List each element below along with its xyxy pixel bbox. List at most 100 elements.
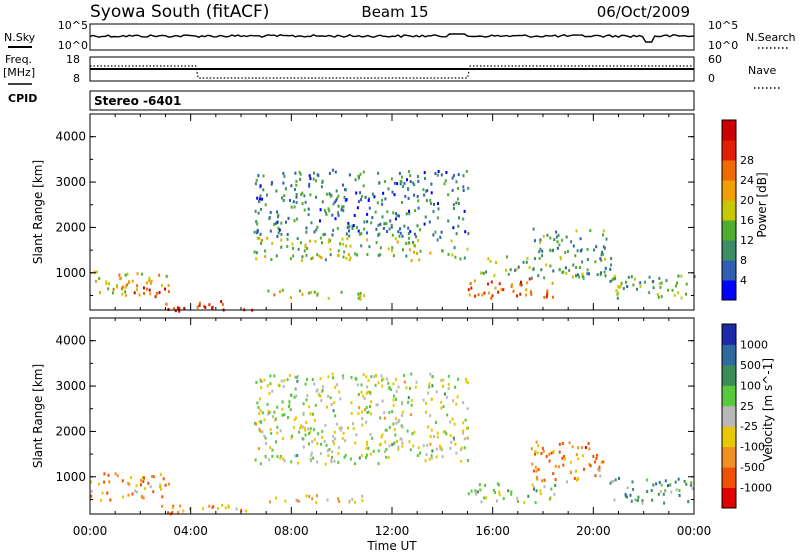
data-pixel bbox=[589, 229, 592, 232]
data-pixel bbox=[280, 232, 283, 236]
data-pixel bbox=[312, 428, 315, 432]
data-pixel bbox=[451, 253, 454, 257]
data-pixel bbox=[617, 285, 620, 289]
data-pixel bbox=[407, 196, 410, 200]
data-pixel bbox=[310, 221, 313, 225]
data-pixel bbox=[347, 221, 350, 225]
data-pixel bbox=[417, 206, 420, 210]
data-pixel bbox=[319, 377, 322, 381]
data-pixel bbox=[295, 195, 298, 199]
data-pixel bbox=[361, 194, 363, 198]
data-pixel bbox=[568, 269, 571, 272]
noise-left-tick-bottom: 10^0 bbox=[58, 39, 88, 52]
data-pixel bbox=[610, 257, 613, 261]
data-pixel bbox=[263, 434, 266, 438]
data-pixel bbox=[259, 397, 261, 401]
data-pixel bbox=[318, 392, 321, 396]
data-pixel bbox=[327, 454, 330, 457]
data-pixel bbox=[589, 464, 592, 468]
data-pixel bbox=[447, 382, 450, 386]
data-pixel bbox=[598, 468, 601, 472]
data-pixel bbox=[259, 408, 262, 412]
data-pixel bbox=[309, 427, 312, 431]
data-pixel bbox=[292, 254, 295, 258]
data-pixel bbox=[95, 270, 98, 274]
data-pixel bbox=[337, 194, 340, 198]
data-pixel bbox=[220, 300, 223, 304]
data-pixel bbox=[413, 232, 416, 236]
data-pixel bbox=[277, 215, 279, 219]
data-pixel bbox=[389, 388, 392, 392]
data-pixel bbox=[601, 250, 604, 254]
data-pixel bbox=[262, 174, 265, 178]
data-pixel bbox=[267, 409, 270, 413]
data-pixel bbox=[498, 493, 501, 497]
data-pixel bbox=[392, 382, 395, 386]
data-pixel bbox=[337, 460, 340, 464]
data-pixel bbox=[142, 480, 145, 484]
data-pixel bbox=[455, 180, 458, 184]
data-pixel bbox=[362, 373, 365, 377]
data-pixel bbox=[290, 184, 293, 188]
data-pixel bbox=[388, 386, 391, 390]
data-pixel bbox=[439, 446, 442, 450]
data-pixel bbox=[323, 208, 326, 212]
data-pixel bbox=[381, 378, 383, 382]
data-pixel bbox=[360, 390, 363, 394]
data-pixel bbox=[440, 406, 443, 410]
date-label: 06/Oct/2009 bbox=[597, 3, 690, 21]
data-pixel bbox=[422, 188, 425, 192]
data-pixel bbox=[258, 420, 261, 424]
data-pixel bbox=[345, 256, 348, 260]
data-pixel bbox=[121, 495, 124, 499]
data-pixel bbox=[451, 417, 454, 421]
data-pixel bbox=[543, 478, 546, 482]
data-pixel bbox=[255, 178, 258, 182]
data-pixel bbox=[264, 255, 267, 259]
data-pixel bbox=[566, 480, 568, 484]
data-pixel bbox=[617, 291, 620, 295]
data-pixel bbox=[401, 410, 404, 414]
data-pixel bbox=[345, 198, 348, 202]
data-pixel bbox=[562, 463, 565, 467]
data-pixel bbox=[663, 501, 666, 505]
data-pixel bbox=[476, 490, 479, 494]
data-pixel bbox=[594, 474, 597, 478]
data-pixel bbox=[558, 450, 561, 454]
data-pixel bbox=[435, 455, 438, 459]
data-pixel bbox=[609, 481, 612, 485]
y-tick-label: 2000 bbox=[55, 424, 86, 438]
data-pixel bbox=[630, 499, 633, 503]
data-pixel bbox=[337, 253, 340, 257]
data-pixel bbox=[466, 436, 469, 440]
data-pixel bbox=[434, 230, 437, 234]
data-pixel bbox=[307, 432, 310, 436]
data-pixel bbox=[160, 487, 163, 491]
data-pixel bbox=[319, 219, 321, 223]
data-pixel bbox=[552, 269, 555, 273]
data-pixel bbox=[399, 231, 402, 235]
data-pixel bbox=[437, 170, 440, 173]
data-pixel bbox=[367, 390, 370, 394]
data-pixel bbox=[405, 386, 408, 390]
data-pixel bbox=[254, 209, 257, 213]
data-pixel bbox=[211, 306, 214, 310]
data-pixel bbox=[537, 274, 540, 278]
data-pixel bbox=[270, 258, 273, 261]
data-pixel bbox=[565, 235, 568, 239]
velocity-frame bbox=[89, 317, 695, 515]
data-pixel bbox=[294, 188, 296, 191]
data-pixel bbox=[342, 209, 345, 213]
data-pixel bbox=[675, 488, 678, 492]
data-pixel bbox=[670, 490, 673, 494]
data-pixel bbox=[426, 189, 429, 192]
data-pixel bbox=[443, 430, 446, 434]
data-pixel bbox=[466, 247, 469, 251]
data-pixel bbox=[116, 285, 119, 289]
colorbar-tick-label: -100 bbox=[740, 441, 765, 454]
data-pixel bbox=[363, 220, 366, 224]
velocity-colorbar-label: Velocity [m s^-1] bbox=[761, 358, 775, 462]
data-pixel bbox=[151, 475, 154, 478]
data-pixel bbox=[552, 449, 555, 453]
data-pixel bbox=[165, 274, 168, 278]
